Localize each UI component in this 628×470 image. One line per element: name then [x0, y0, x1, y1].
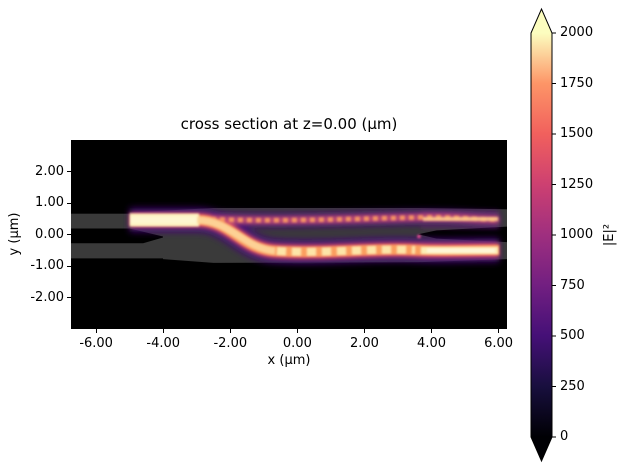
colorbar-tick-label: 750	[560, 277, 585, 293]
y-tick-label: 1.00	[35, 195, 64, 210]
lower-input-waveguide	[71, 237, 163, 259]
plot-title: cross section at z=0.00 (μm)	[180, 115, 398, 133]
y-tick-label: 2.00	[35, 163, 64, 179]
colorbar-tick-label: 1000	[560, 227, 594, 242]
upper-input-waveguide	[71, 213, 130, 229]
x-tick-mark	[363, 329, 365, 333]
field-intensity-layers	[129, 208, 500, 264]
x-tick-label: -2.00	[213, 336, 248, 351]
y-tick-mark	[67, 234, 71, 235]
y-tick-mark	[67, 265, 71, 267]
colorbar-under-arrow	[531, 437, 552, 461]
field-ripples-upper	[210, 215, 500, 223]
y-tick-label: -2.00	[30, 289, 64, 305]
x-tick-label: 4.00	[417, 336, 446, 351]
x-tick-label: 2.00	[349, 336, 379, 351]
x-axis-label: x (μm)	[267, 353, 311, 368]
colorbar-tick-label: 1750	[560, 75, 594, 91]
x-tick-label: 0.00	[282, 336, 312, 351]
heatmap-axes	[71, 140, 507, 329]
colorbar-tick-label: 1500	[560, 126, 594, 141]
x-tick-label: -6.00	[79, 336, 113, 351]
colorbar-tick-label: 0	[560, 429, 569, 444]
x-tick-mark	[229, 329, 231, 333]
y-tick-mark	[67, 202, 71, 204]
colorbar-tick-label: 2000	[560, 25, 594, 40]
colorbar-tick-label: 1250	[560, 176, 594, 192]
y-tick-label: 0.00	[35, 226, 64, 242]
splitter-tip-hotspot	[417, 234, 421, 239]
y-tick-mark	[67, 171, 71, 172]
x-tick-mark	[95, 329, 97, 333]
x-tick-mark	[431, 329, 433, 333]
colorbar-gradient-bar	[531, 33, 552, 437]
colorbar-tick-label: 500	[560, 328, 585, 343]
colorbar-tick-marks	[552, 32, 556, 438]
colorbar-over-arrow	[531, 9, 552, 33]
field-heatmap-canvas	[71, 140, 507, 329]
y-tick-label: -1.00	[30, 258, 64, 273]
sbend-core	[196, 216, 276, 255]
x-tick-label: 6.00	[484, 336, 514, 351]
y-tick-mark	[67, 297, 71, 298]
x-tick-label: -4.00	[146, 336, 181, 351]
x-tick-mark	[162, 329, 164, 333]
colorbar-tick-label: 250	[560, 378, 585, 394]
lower-beam-lobes	[276, 245, 416, 256]
x-tick-mark	[296, 329, 298, 333]
x-tick-mark	[498, 329, 500, 333]
